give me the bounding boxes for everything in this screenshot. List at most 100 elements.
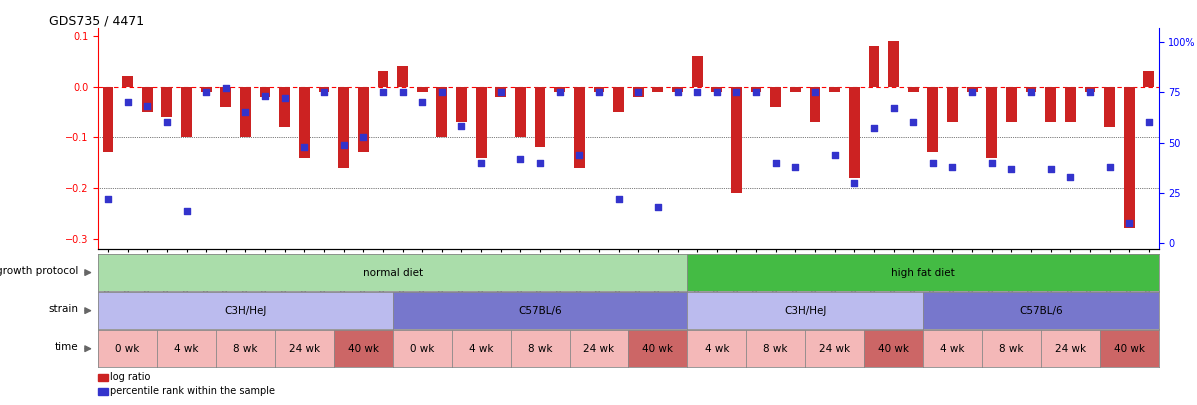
- Bar: [339, 87, 350, 168]
- Point: [806, 89, 825, 96]
- Point: [530, 159, 549, 166]
- Point: [393, 89, 412, 96]
- Text: log ratio: log ratio: [110, 372, 151, 382]
- Point: [177, 207, 196, 214]
- Point: [1002, 165, 1021, 172]
- Bar: [1045, 87, 1056, 122]
- Bar: [1026, 87, 1037, 92]
- Bar: [103, 87, 114, 152]
- Point: [551, 89, 570, 96]
- Bar: [496, 87, 506, 97]
- Bar: [633, 87, 644, 97]
- Text: high fat diet: high fat diet: [891, 268, 955, 277]
- Point: [727, 89, 746, 96]
- Bar: [299, 87, 310, 158]
- Point: [747, 89, 766, 96]
- Point: [315, 89, 334, 96]
- Text: 40 wk: 40 wk: [348, 344, 378, 354]
- Point: [1021, 89, 1040, 96]
- Point: [196, 89, 215, 96]
- Point: [649, 203, 668, 210]
- Point: [609, 195, 628, 202]
- Bar: [241, 87, 251, 137]
- Point: [98, 195, 117, 202]
- Bar: [692, 56, 703, 87]
- Bar: [986, 87, 997, 158]
- Bar: [377, 71, 388, 87]
- Bar: [652, 87, 663, 92]
- Point: [825, 151, 844, 158]
- Text: 8 wk: 8 wk: [999, 344, 1023, 354]
- Bar: [967, 87, 978, 92]
- Point: [668, 89, 687, 96]
- Point: [1081, 89, 1100, 96]
- Bar: [397, 66, 408, 87]
- Text: 8 wk: 8 wk: [764, 344, 788, 354]
- Point: [1061, 173, 1080, 180]
- Bar: [98, 374, 108, 381]
- Bar: [947, 87, 958, 122]
- Point: [864, 125, 883, 132]
- Bar: [809, 87, 820, 122]
- Bar: [830, 87, 840, 92]
- Text: 0 wk: 0 wk: [411, 344, 435, 354]
- Bar: [573, 87, 584, 168]
- Point: [687, 89, 706, 96]
- Point: [570, 151, 589, 158]
- Bar: [888, 41, 899, 87]
- Text: 40 wk: 40 wk: [643, 344, 674, 354]
- Text: 24 wk: 24 wk: [819, 344, 850, 354]
- Bar: [1084, 87, 1095, 92]
- Text: 24 wk: 24 wk: [288, 344, 320, 354]
- Text: 0 wk: 0 wk: [115, 344, 140, 354]
- Text: 8 wk: 8 wk: [528, 344, 552, 354]
- Point: [766, 159, 785, 166]
- Text: C57BL/6: C57BL/6: [1019, 306, 1063, 315]
- Bar: [1104, 87, 1114, 127]
- Bar: [907, 87, 918, 92]
- Bar: [201, 87, 212, 92]
- Text: 8 wk: 8 wk: [233, 344, 257, 354]
- Text: 4 wk: 4 wk: [705, 344, 729, 354]
- Text: time: time: [55, 342, 79, 352]
- Bar: [849, 87, 859, 178]
- Text: normal diet: normal diet: [363, 268, 423, 277]
- Bar: [318, 87, 329, 92]
- Point: [511, 155, 530, 162]
- Bar: [594, 87, 604, 92]
- Bar: [1065, 87, 1076, 122]
- Text: C3H/HeJ: C3H/HeJ: [784, 306, 826, 315]
- Point: [452, 123, 472, 130]
- Text: 24 wk: 24 wk: [583, 344, 614, 354]
- Text: strain: strain: [49, 304, 79, 314]
- Point: [373, 89, 393, 96]
- Point: [628, 89, 648, 96]
- Point: [275, 95, 294, 102]
- Bar: [554, 87, 565, 92]
- Text: percentile rank within the sample: percentile rank within the sample: [110, 386, 275, 396]
- Point: [1041, 165, 1061, 172]
- Point: [217, 85, 236, 92]
- Bar: [456, 87, 467, 122]
- Bar: [790, 87, 801, 92]
- Text: 4 wk: 4 wk: [940, 344, 965, 354]
- Text: 4 wk: 4 wk: [469, 344, 493, 354]
- Point: [157, 119, 176, 126]
- Point: [138, 103, 157, 110]
- Bar: [869, 46, 880, 87]
- Point: [119, 99, 138, 106]
- Bar: [98, 388, 108, 395]
- Point: [962, 89, 982, 96]
- Text: C3H/HeJ: C3H/HeJ: [224, 306, 267, 315]
- Point: [785, 163, 804, 170]
- Bar: [1005, 87, 1016, 122]
- Bar: [1124, 87, 1135, 228]
- Point: [353, 133, 372, 140]
- Point: [707, 89, 727, 96]
- Point: [334, 141, 353, 148]
- Bar: [279, 87, 290, 127]
- Bar: [613, 87, 624, 112]
- Bar: [475, 87, 486, 158]
- Text: 40 wk: 40 wk: [1113, 344, 1144, 354]
- Text: GDS735 / 4471: GDS735 / 4471: [49, 14, 144, 27]
